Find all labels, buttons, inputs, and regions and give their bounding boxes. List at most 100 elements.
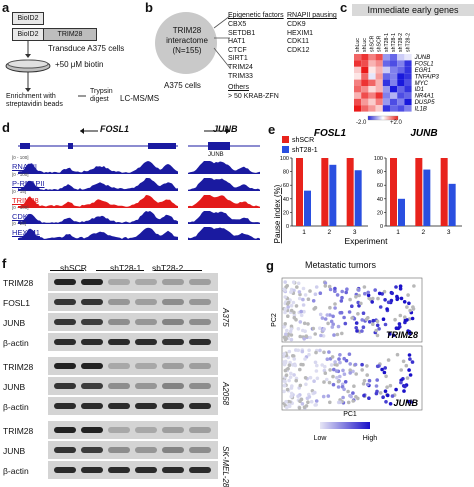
scatter-point [361,325,366,329]
scatter-point [286,314,290,318]
scatter-point [329,363,334,367]
scatter-point [298,320,303,324]
scatter-point [322,350,326,355]
others-header: Others [228,84,250,91]
scatter-point [320,363,324,367]
scatter-point [342,315,346,320]
blot-band [81,447,103,453]
heatmap-cell [375,86,383,93]
scatter-point [321,394,326,399]
scatter-point [307,348,311,353]
junb-box-label: JUNB [208,152,224,158]
scatter-point [308,289,312,293]
heatmap-gene-label: ID1 [415,87,424,93]
scatter-point [337,357,341,361]
track-name: TRIM28 [12,196,39,205]
blot-band [162,319,184,325]
scatter-point [348,297,352,302]
scatter-point [328,400,332,405]
heatmap-cell [404,86,412,93]
scatter-point [335,375,339,380]
scatter-point [328,287,333,292]
scatter-point [284,332,288,336]
scatter-point [377,291,382,296]
scatter-point [283,368,288,373]
heatmap-cell [354,73,362,80]
heatmap-cell [368,92,376,99]
track-signal-fosl1 [18,195,178,208]
scatter-point [386,358,391,362]
heatmap-cell [375,105,383,112]
scatter-point [296,394,300,398]
bar-shT28-1-3 [448,183,456,226]
interactome-line2: interactome [166,36,208,45]
blot-row-label: JUNB [3,318,26,328]
scatter-point [282,287,286,292]
scatter-point [360,368,364,372]
scatter-point [294,317,298,322]
scatter-point [362,285,367,289]
scatter-point [289,391,294,396]
scatter-gene-trim28: TRIM28 [386,330,418,340]
scatter-point [321,334,326,338]
scatter-point [304,382,308,387]
scatter-point [289,303,294,308]
scatter-point [390,291,394,296]
scatter-point [348,393,352,398]
blot-band [81,383,103,389]
scatter-point [357,304,361,308]
scale-min: -2.0 [356,120,367,126]
scatter-point [311,326,316,331]
heatmap-cells [354,54,412,112]
scatter-point [377,327,381,331]
heatmap-title: Immediate early genes [352,4,474,16]
heatmap: shLuc shLuc shSCR shSCR shT28-1 shT28-1 shT28-… [354,33,439,121]
blot-band [108,319,130,325]
epi-item: TRIM33 [228,72,253,80]
heatmap-cell [382,73,390,80]
scatter-point [384,374,388,379]
scatter-point [302,405,307,409]
scatter-point [296,348,300,353]
heatmap-cell [368,66,376,74]
scatter-point [381,317,386,321]
blot-column-header: shSCR [60,263,87,273]
scatter-point [334,369,339,373]
blot-band [189,299,211,305]
scatter-point [285,302,290,306]
scatter-point [297,296,302,301]
scatter-point [378,391,383,395]
bar-shSCR-3 [440,158,448,226]
y-tick-label: 20 [283,210,289,216]
heatmap-cell [390,60,398,67]
scatter-point [366,293,371,298]
scatter-point [370,300,374,304]
scatter-point [354,321,359,325]
scatter-point [294,304,299,308]
scatter-point [325,357,330,361]
scatter-point [299,309,303,314]
bar-shT28-1-3 [354,170,362,226]
heatmap-cell [390,86,398,93]
scatter-point [303,357,307,361]
scatter-point [313,403,317,407]
scatter-point [344,290,348,295]
gene-junb-label: JUNB [213,124,238,134]
scatter-point [318,348,322,353]
scatter-point [364,317,369,322]
heatmap-color-scale [367,115,399,121]
pc2-label: PC2 [271,313,278,327]
scatter-point [365,373,369,377]
scatter-point [371,322,375,326]
scatter-point [328,305,332,310]
scatter-point [399,368,403,372]
scatter-point [336,324,341,329]
blot-band [108,403,130,409]
scatter-point [410,360,415,364]
heatmap-cell [361,60,369,67]
blot-band [54,447,76,453]
scatter-point [350,316,354,320]
panel-e-label: e [268,122,276,137]
bar-shSCR-2 [415,158,423,226]
scatter-point [313,360,318,365]
